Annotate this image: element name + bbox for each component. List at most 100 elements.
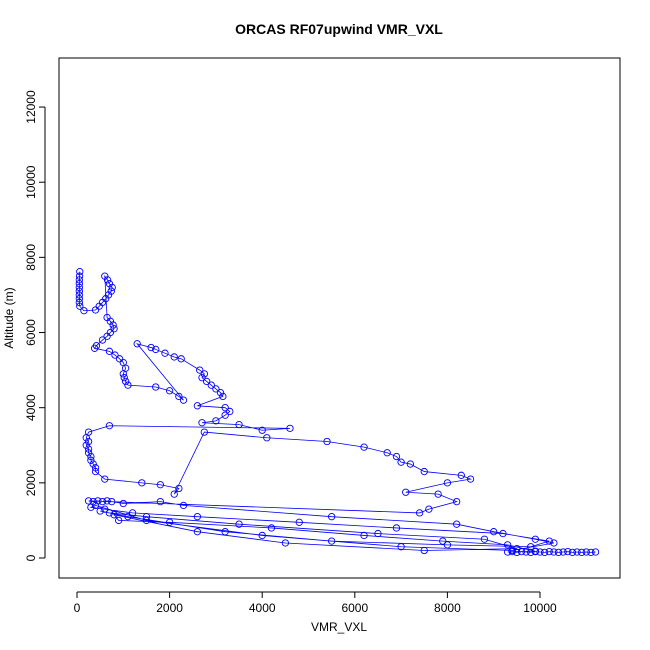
data-point (503, 541, 512, 549)
data-point (527, 543, 535, 551)
data-point (406, 460, 415, 468)
data-point (101, 272, 109, 280)
data-point (499, 529, 507, 538)
data-point (490, 528, 498, 536)
data-point (207, 381, 215, 389)
data-line (78, 271, 596, 553)
data-point (101, 475, 109, 483)
data-point (513, 548, 521, 557)
data-point (226, 407, 234, 416)
data-point (96, 507, 104, 515)
y-tick-label: 8000 (24, 244, 38, 271)
data-point (138, 479, 146, 487)
data-point (196, 366, 204, 374)
data-point (115, 516, 123, 525)
data-point (420, 546, 428, 555)
data-point (397, 458, 405, 466)
data-point (91, 501, 100, 510)
data-point (94, 497, 102, 505)
data-point (258, 531, 266, 540)
data-point (263, 434, 271, 442)
data-point (147, 343, 155, 352)
data-point (105, 422, 114, 430)
data-point (550, 548, 558, 556)
x-tick-label: 2000 (156, 601, 183, 615)
data-point (392, 524, 401, 532)
data-point (119, 499, 127, 508)
data-point (103, 497, 111, 505)
data-point (76, 267, 84, 276)
data-point (198, 373, 206, 382)
data-point (374, 529, 382, 538)
x-tick-label: 4000 (249, 601, 276, 615)
data-point (82, 441, 90, 449)
y-axis-label: Altitude (m) (2, 287, 16, 348)
data-point (108, 497, 116, 506)
data-point (323, 437, 331, 446)
data-point (453, 497, 461, 506)
data-point (75, 280, 83, 288)
data-point (121, 377, 130, 386)
data-point (198, 419, 206, 427)
data-point (152, 345, 160, 354)
data-point (75, 287, 83, 295)
x-tick-label: 10000 (523, 601, 557, 615)
data-point (425, 505, 433, 513)
data-point (559, 548, 567, 556)
data-point (124, 381, 132, 389)
data-point (165, 387, 174, 395)
data-point (175, 392, 183, 401)
data-point (295, 518, 303, 526)
data-point (87, 503, 95, 511)
data-point (111, 351, 119, 359)
data-point (443, 479, 452, 487)
data-point (508, 547, 516, 556)
data-point (91, 464, 100, 472)
data-point (89, 460, 97, 468)
data-point (453, 520, 461, 528)
data-point (87, 456, 95, 464)
data-point (142, 516, 151, 525)
data-point (109, 321, 117, 329)
data-point (540, 548, 549, 557)
data-point (200, 428, 208, 436)
data-point (76, 302, 84, 310)
data-point (161, 349, 169, 357)
data-point (107, 287, 115, 295)
x-tick-label: 8000 (434, 601, 461, 615)
data-point (82, 434, 90, 442)
data-point (193, 402, 202, 410)
data-point (120, 373, 128, 382)
data-point (165, 518, 174, 526)
data-point (75, 291, 83, 299)
data-point (235, 520, 243, 528)
data-point (397, 543, 405, 551)
data-point (267, 524, 276, 532)
data-point (128, 509, 137, 517)
data-point (219, 392, 227, 401)
data-point (212, 417, 220, 425)
data-point (550, 539, 558, 547)
data-point (466, 475, 475, 483)
data-point (75, 298, 83, 307)
data-point (531, 535, 540, 543)
data-point (554, 548, 563, 557)
x-tick-label: 0 (74, 601, 81, 615)
data-point (536, 548, 544, 556)
data-point (179, 501, 188, 510)
data-point (286, 424, 294, 433)
data-point (360, 531, 368, 540)
data-point (258, 426, 266, 434)
data-point (152, 383, 160, 391)
y-tick-label: 2000 (24, 469, 38, 496)
data-point (545, 537, 553, 545)
data-point (91, 306, 100, 314)
y-tick-label: 12000 (24, 90, 38, 124)
data-point (175, 484, 183, 493)
data-point (568, 548, 577, 557)
y-tick-label: 0 (24, 554, 38, 561)
data-point (75, 276, 83, 284)
data-point (119, 370, 127, 378)
data-point (591, 548, 600, 556)
data-point (383, 449, 391, 457)
